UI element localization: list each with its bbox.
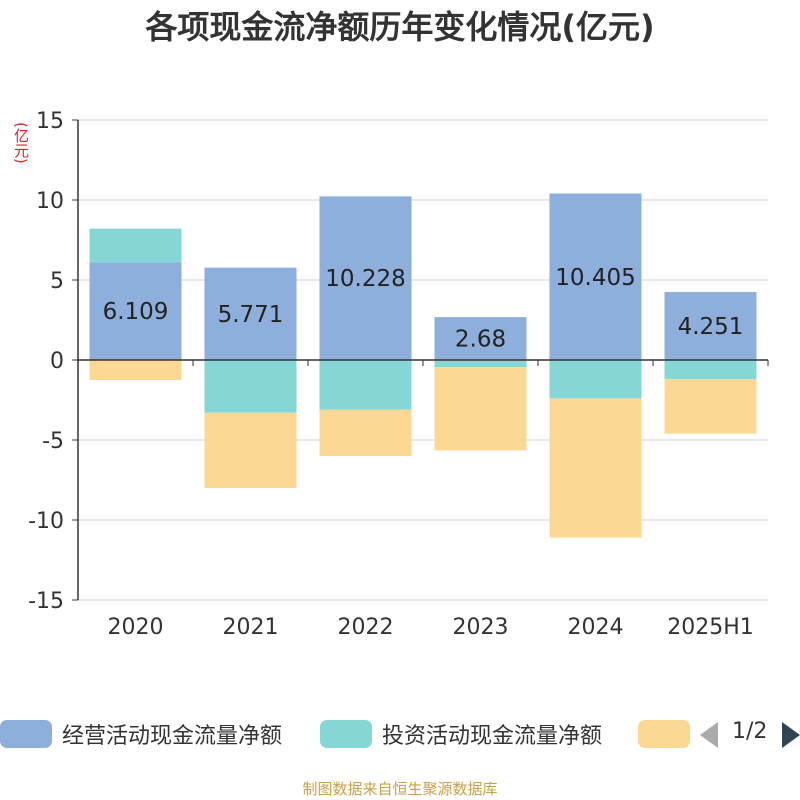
data-label: 6.109	[103, 299, 169, 325]
legend: 经营活动现金流量净额 投资活动现金流量净额	[0, 716, 800, 756]
y-tick-label: 0	[50, 349, 64, 374]
x-tick-label: 2020	[108, 615, 164, 640]
data-label: 2.68	[455, 327, 506, 353]
data-label: 4.251	[678, 314, 744, 340]
legend-item-operating[interactable]: 经营活动现金流量净额	[0, 716, 282, 752]
x-tick-label: 2025H1	[667, 615, 754, 640]
bar-series-1	[549, 360, 642, 399]
legend-item-investing[interactable]: 投资活动现金流量净额	[320, 716, 602, 752]
bar-series-0	[89, 262, 182, 360]
bar-series-1	[319, 360, 412, 410]
y-tick-label: -10	[28, 509, 64, 534]
bar-series-1	[434, 360, 527, 368]
legend-swatch	[638, 720, 690, 748]
bar-series-2	[549, 398, 642, 538]
bar-series-2	[434, 367, 527, 451]
bar-series-1	[204, 360, 297, 413]
y-tick-label: 5	[50, 269, 64, 294]
bar-series-0	[434, 317, 527, 360]
bar-series-2	[664, 379, 757, 434]
legend-item-financing[interactable]	[638, 716, 700, 752]
legend-swatch	[320, 720, 372, 748]
x-tick-label: 2022	[338, 615, 394, 640]
y-tick-label: 15	[36, 109, 64, 134]
bar-series-0	[204, 267, 297, 360]
bar-series-0	[319, 196, 412, 360]
source-note: 制图数据来自恒生聚源数据库	[302, 780, 498, 798]
legend-label: 经营活动现金流量净额	[62, 724, 283, 749]
legend-swatch	[0, 720, 52, 748]
bar-series-2	[204, 412, 297, 488]
bar-chart: 15 10 5 0 -5 -10 -15 2020 2021 2022 2023 2024 2025H1…	[28, 109, 769, 640]
data-label: 5.771	[218, 302, 284, 328]
chart-title: 各项现金流净额历年变化情况(亿元)	[145, 8, 655, 46]
pager-next-icon[interactable]	[782, 722, 800, 748]
pager-prev-icon[interactable]	[700, 722, 718, 748]
data-label: 10.228	[325, 266, 405, 292]
y-tick-label: 10	[36, 189, 64, 214]
bar-series-2	[89, 360, 182, 380]
y-tick-label: -15	[28, 589, 64, 614]
legend-label: 投资活动现金流量净额	[382, 724, 603, 749]
bar-series-0	[664, 291, 757, 360]
x-tick-label: 2024	[568, 615, 624, 640]
bar-series-1	[664, 360, 757, 380]
y-axis-unit: (亿元)	[12, 122, 30, 164]
data-label: 10.405	[555, 265, 635, 291]
y-tick-label: -5	[42, 429, 64, 454]
bar-series-0	[549, 193, 642, 360]
x-tick-label: 2023	[453, 615, 509, 640]
bar-series-1	[89, 228, 182, 263]
bar-series-2	[319, 409, 412, 456]
pager-text: 1/2	[732, 719, 768, 744]
legend-pager: 1/2	[700, 716, 800, 756]
x-tick-label: 2021	[223, 615, 279, 640]
